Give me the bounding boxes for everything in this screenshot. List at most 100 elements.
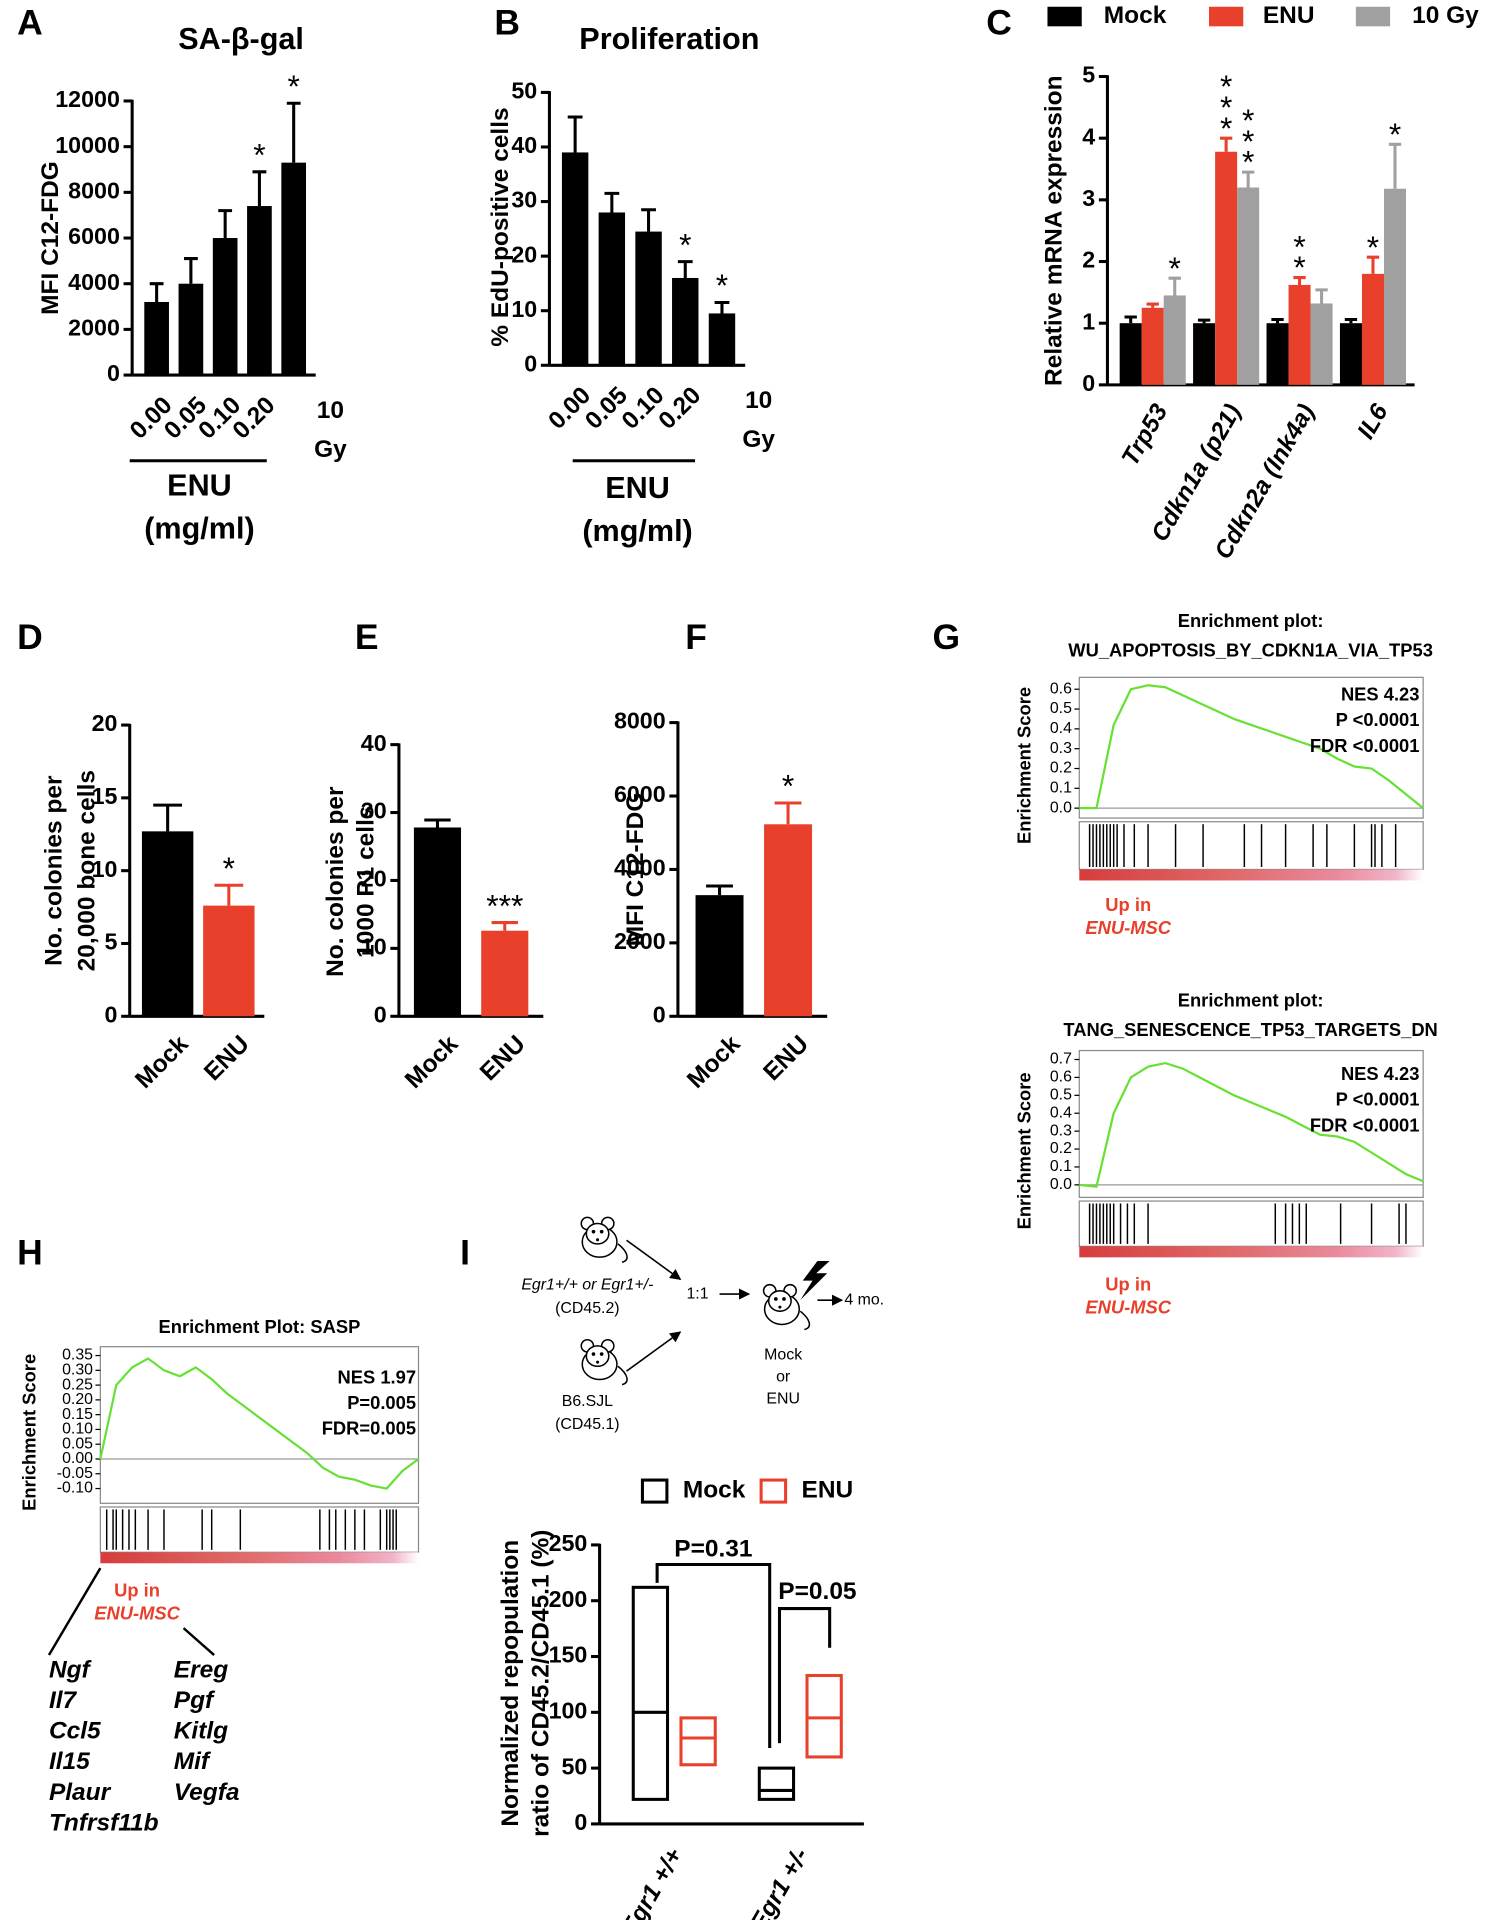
rank-bar (1079, 869, 1424, 881)
bar (144, 301, 169, 376)
error-bar (1293, 276, 1306, 285)
y-tick-label: 20 (92, 710, 118, 736)
error-bar (1197, 318, 1211, 324)
x-tick-label: 0.20 (654, 382, 707, 435)
error-bar (1219, 136, 1233, 152)
bar (247, 206, 272, 376)
up-label: Up in (114, 1579, 160, 1600)
chart-title: Enrichment plot: (1178, 989, 1324, 1010)
error-bar (567, 115, 583, 153)
bar (1163, 295, 1186, 385)
error-bar (774, 801, 802, 825)
error-bar (1271, 317, 1284, 324)
y-tick-label: 0.3 (1050, 740, 1072, 757)
stat-label: FDR=0.005 (322, 1418, 416, 1439)
legend-swatch (759, 1478, 788, 1504)
y-tick-label: 10 (511, 296, 537, 322)
x-tick-label: Mock (682, 1030, 746, 1094)
y-tick-label: 0.30 (62, 1362, 93, 1379)
y-tick-label: 0.15 (62, 1406, 93, 1423)
bar (708, 313, 736, 366)
schematic-label: (CD45.1) (555, 1416, 619, 1433)
y-tick-label: 10 (92, 856, 118, 882)
range-box (679, 1716, 717, 1767)
significance-label: *** (1220, 69, 1232, 147)
y-tick-label: 20 (361, 866, 387, 892)
text-line: Gy (314, 436, 347, 463)
legend-swatch (1047, 6, 1082, 27)
chart-title: SA-β-gal (178, 22, 304, 56)
bar (1383, 188, 1407, 385)
bar (1361, 273, 1384, 385)
error-bar (491, 921, 518, 931)
y-tick-label: 4000 (68, 269, 120, 295)
x-tick-label: Trp53 (1117, 399, 1174, 470)
y-axis-label: Enrichment Score (1013, 687, 1034, 844)
y-tick-label: 0.0 (1050, 799, 1072, 816)
y-tick-label: 50 (561, 1753, 587, 1779)
error-bar (218, 209, 233, 239)
panel-letter: C (986, 2, 1012, 42)
significance-label: * (782, 768, 794, 804)
stat-label: FDR <0.0001 (1310, 735, 1420, 756)
stat-label: P <0.0001 (1336, 709, 1420, 730)
bar (178, 283, 204, 376)
y-tick-label: 100 (549, 1697, 588, 1723)
text-line: * (1242, 144, 1254, 180)
range-box (757, 1766, 796, 1801)
y-tick-label: 20 (511, 241, 537, 267)
y-tick-label: 5 (1082, 62, 1095, 88)
panel-letter: F (685, 617, 707, 657)
y-tick-label: 2 (1082, 247, 1095, 273)
y-tick-label: 10000 (55, 132, 120, 158)
y-tick-label: 0.35 (62, 1347, 93, 1364)
y-axis-label: Normalized repopulation (497, 1540, 524, 1827)
bar (1119, 323, 1142, 385)
group-label: ENU (mg/ml) (582, 471, 692, 548)
schematic-label: 4 mo. (844, 1291, 884, 1308)
text-line: * (1220, 110, 1232, 146)
error-bar (1124, 315, 1137, 324)
legend-label: Mock (1104, 2, 1167, 29)
bar (1141, 307, 1164, 385)
significance-label: * (223, 850, 235, 886)
y-axis-label: ratio of CD45.2/CD45.1 (%) (528, 1530, 555, 1837)
bar (598, 212, 626, 366)
x-tick-label: 10 Gy (314, 397, 347, 463)
up-label: ENU-MSC (1085, 1297, 1171, 1318)
error-bar (1388, 142, 1402, 189)
bar (1288, 284, 1311, 385)
y-tick-label: 8000 (68, 177, 120, 203)
significance-label: * (1367, 229, 1379, 265)
stat-label: FDR <0.0001 (1310, 1114, 1420, 1135)
schematic-label: 1:1 (686, 1285, 708, 1302)
y-tick-label: 30 (511, 187, 537, 213)
y-tick-label: 2000 (614, 928, 666, 954)
y-axis-label: MFI C12-FDG (622, 793, 649, 947)
callout-line (47, 1567, 102, 1656)
arrow (626, 1239, 682, 1281)
text-line: * (1220, 69, 1232, 105)
error-bar (149, 282, 164, 302)
up-label: Up in (1105, 894, 1151, 915)
schematic-label: B6.SJL (562, 1393, 613, 1410)
y-tick-label: 0.1 (1050, 780, 1072, 797)
error-bar (1344, 317, 1358, 324)
comparison-label: P=0.05 (778, 1578, 856, 1605)
text-line: * (1242, 123, 1254, 159)
error-bar (252, 170, 267, 207)
bar (672, 277, 699, 366)
error-bar (641, 208, 656, 232)
panel-letter: D (17, 617, 43, 657)
significance-label: * (1389, 116, 1401, 152)
y-axis-label: Enrichment Score (1013, 1072, 1034, 1229)
panel-letter: H (17, 1232, 43, 1272)
y-tick-label: 0 (574, 1809, 587, 1835)
chart-title: TANG_SENESCENCE_TP53_TARGETS_DN (1063, 1019, 1437, 1040)
x-tick-label: Mock (400, 1030, 464, 1094)
plot-frame (1078, 676, 1424, 819)
y-tick-label: 0 (374, 1001, 387, 1027)
y-tick-label: 0.4 (1050, 1104, 1072, 1121)
comparison-bracket (655, 1562, 772, 1749)
y-axis-label: 20,000 bone cells (74, 770, 101, 971)
